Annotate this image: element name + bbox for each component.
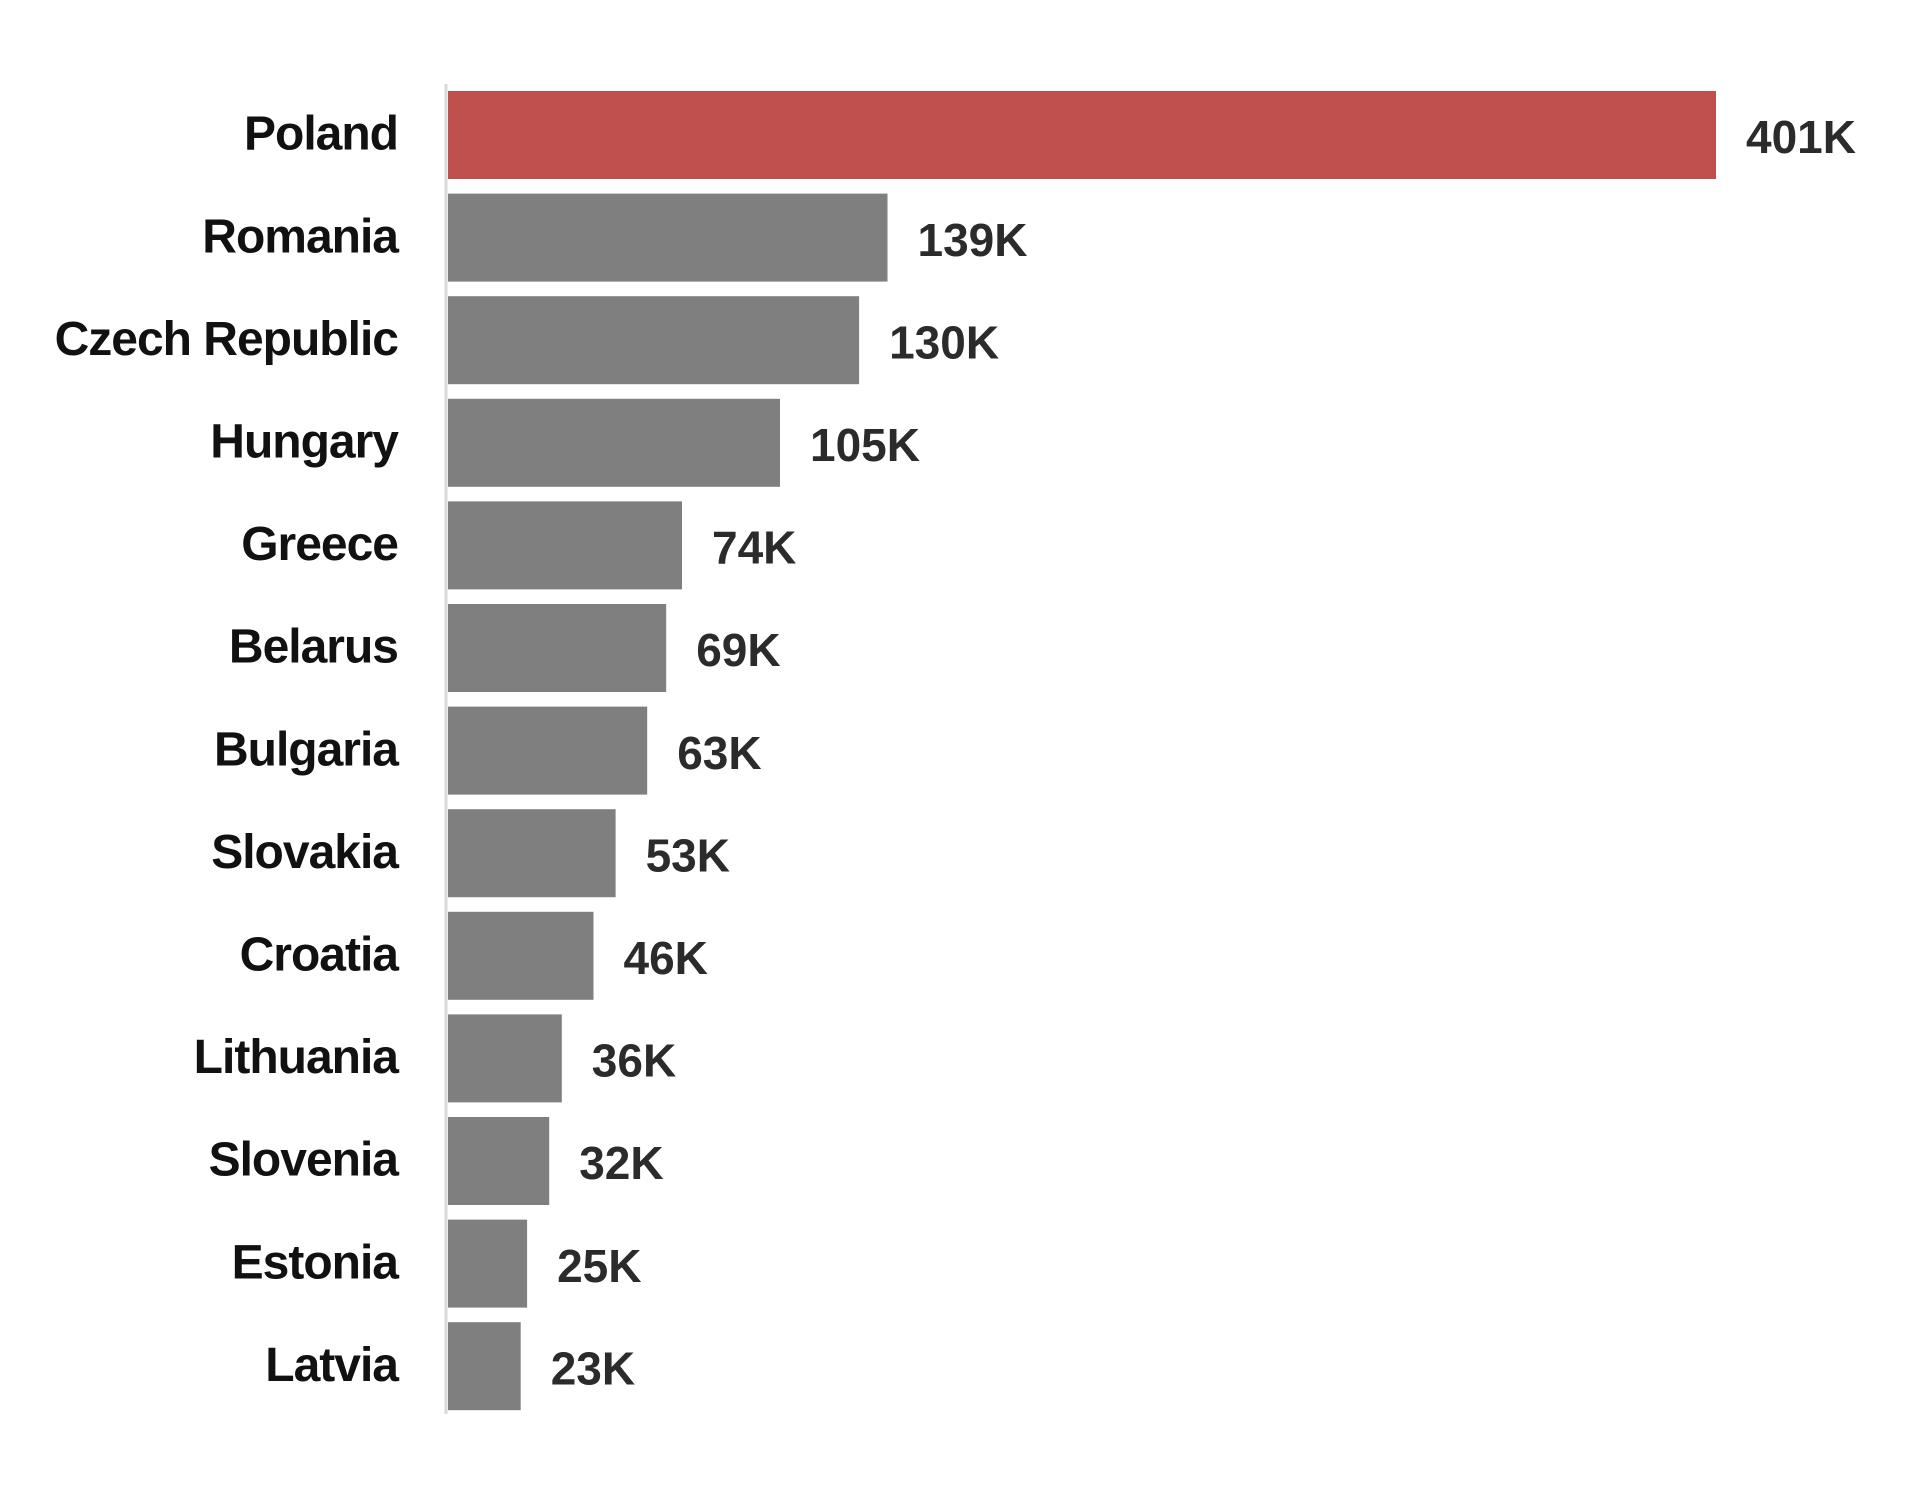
value-label-czech-republic: 130K <box>889 316 999 368</box>
bar-estonia <box>448 1219 528 1308</box>
value-label-croatia: 46K <box>624 932 708 984</box>
category-label-hungary: Hungary <box>210 415 399 468</box>
value-label-latvia: 23K <box>551 1342 635 1394</box>
category-label-croatia: Croatia <box>240 928 400 981</box>
bar-hungary <box>448 398 780 487</box>
category-label-poland: Poland <box>244 108 398 161</box>
value-label-poland: 401K <box>1746 111 1856 163</box>
bar-slovenia <box>448 1117 550 1205</box>
bar-romania <box>448 193 888 282</box>
value-label-romania: 139K <box>918 214 1028 266</box>
bar-poland <box>448 91 1716 179</box>
bar-czech-republic <box>448 296 860 385</box>
value-label-belarus: 69K <box>696 624 780 676</box>
category-label-lithuania: Lithuania <box>194 1031 400 1084</box>
category-label-bulgaria: Bulgaria <box>214 723 399 776</box>
category-label-estonia: Estonia <box>232 1236 400 1289</box>
category-label-romania: Romania <box>202 210 399 263</box>
bar-bulgaria <box>448 706 648 795</box>
bar-belarus <box>448 604 667 692</box>
category-label-belarus: Belarus <box>229 621 398 674</box>
value-labels-group: 401K 139K 130K 105K 74K 69K 63K 53K 46K 36K 32K 25K… <box>551 111 1856 1394</box>
value-label-greece: 74K <box>712 522 796 574</box>
bar-lithuania <box>448 1014 562 1103</box>
value-label-hungary: 105K <box>810 419 920 471</box>
value-label-slovenia: 32K <box>579 1137 663 1189</box>
value-label-lithuania: 36K <box>592 1035 676 1087</box>
category-label-slovakia: Slovakia <box>211 826 399 879</box>
bar-croatia <box>448 911 594 1000</box>
category-label-greece: Greece <box>241 518 398 571</box>
bar-latvia <box>448 1322 521 1411</box>
category-label-slovenia: Slovenia <box>209 1134 400 1187</box>
value-label-bulgaria: 63K <box>677 727 761 779</box>
category-label-czech-republic: Czech Republic <box>55 313 399 366</box>
value-label-slovakia: 53K <box>646 829 730 881</box>
bar-greece <box>448 501 682 590</box>
bar-slovakia <box>448 809 616 898</box>
value-label-estonia: 25K <box>557 1240 641 1292</box>
bars-group <box>448 91 1716 1411</box>
category-labels-group: Poland Romania Czech Republic Hungary Greece… <box>55 108 401 1392</box>
category-label-latvia: Latvia <box>265 1339 399 1392</box>
